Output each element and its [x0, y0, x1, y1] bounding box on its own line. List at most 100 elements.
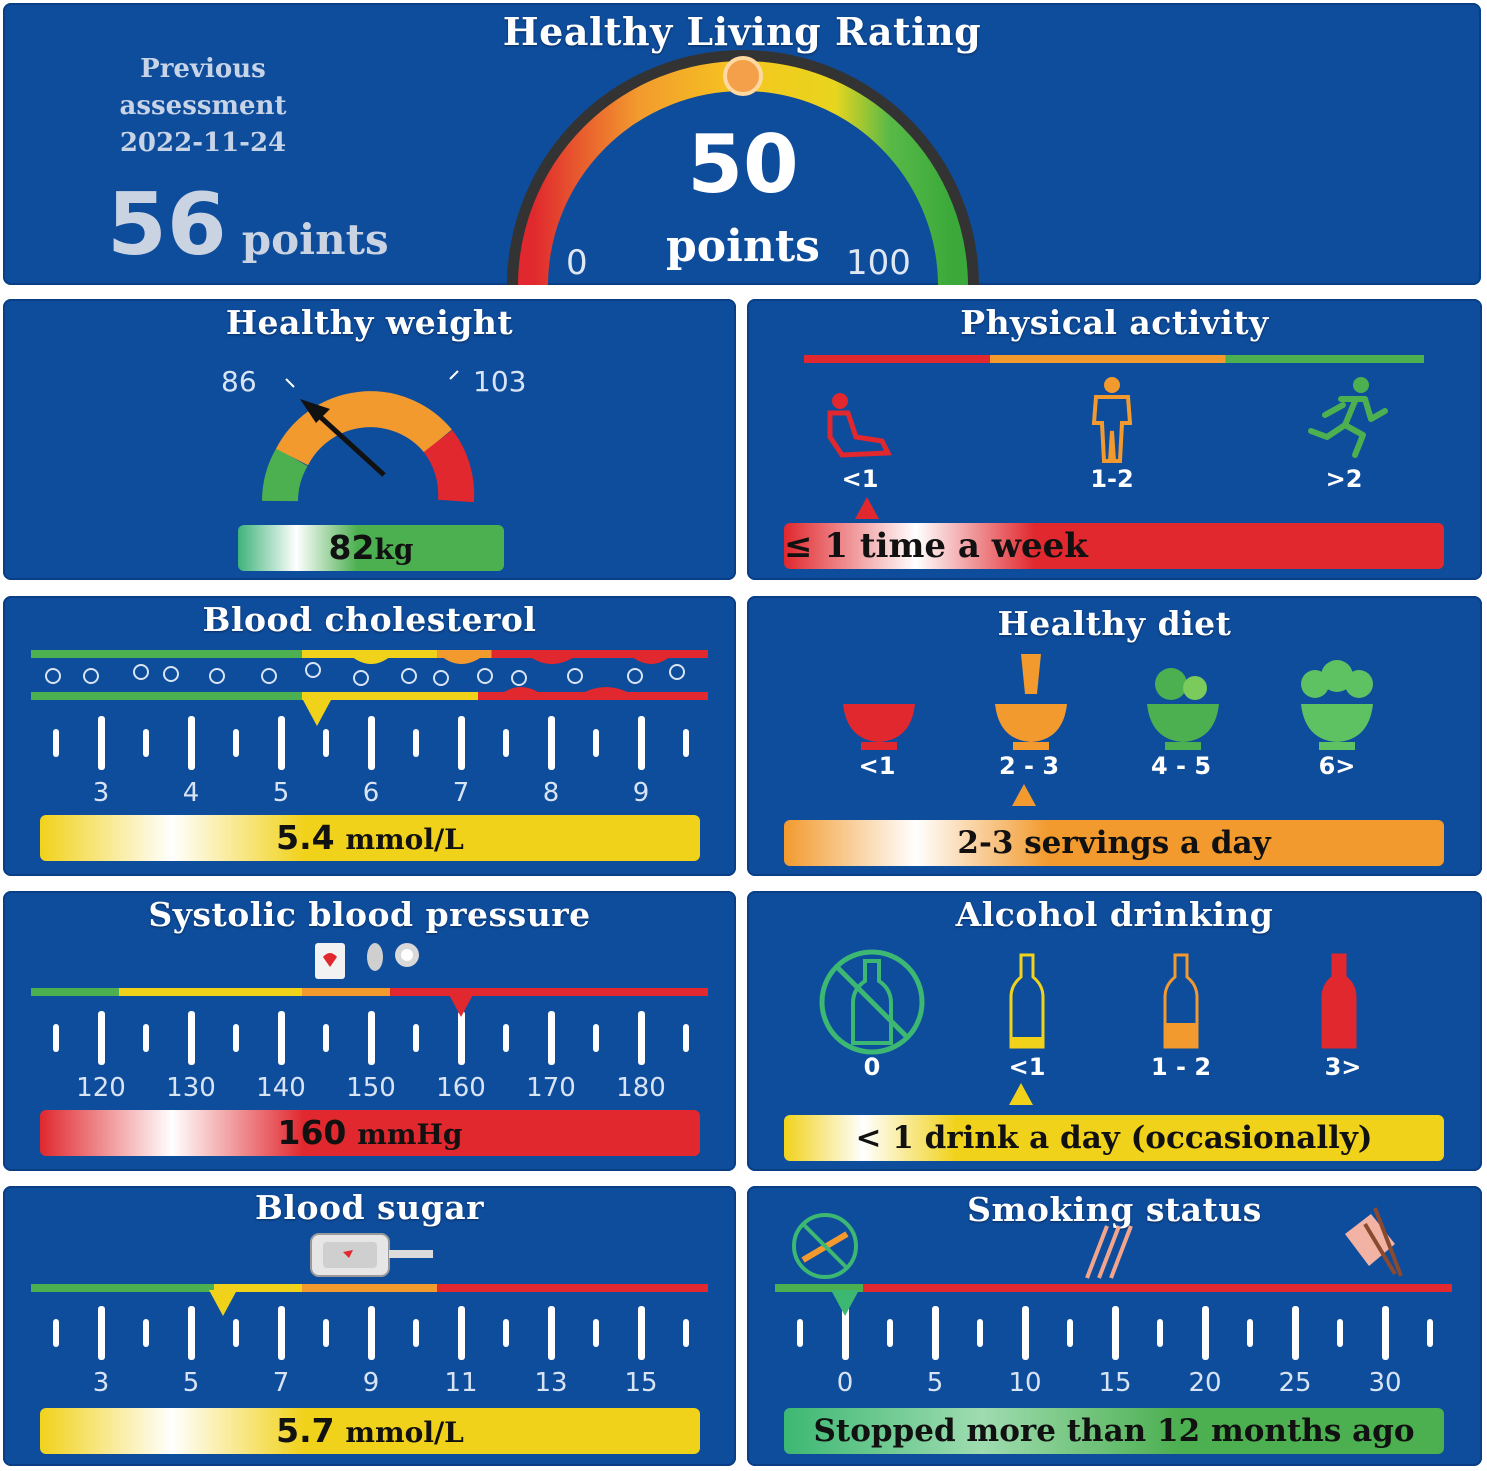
blood-sugar-value-bar: 5.7 mmol/L [40, 1408, 700, 1454]
blood-cholesterol-title: Blood cholesterol [202, 600, 537, 639]
activity-scale [804, 355, 1424, 363]
tick-label: 0 [836, 1368, 854, 1398]
minor-tick [413, 1319, 419, 1347]
bottle-full-icon [1321, 953, 1357, 1049]
diet-marker [1012, 784, 1036, 806]
minor-tick [593, 1319, 599, 1347]
gauge-min-label: 0 [566, 243, 588, 283]
tick-label: 25 [1278, 1368, 1312, 1398]
major-tick [97, 716, 105, 770]
overall-score-gauge [507, 50, 979, 285]
major-tick [637, 1306, 645, 1360]
tick-label: 6 [362, 778, 380, 808]
major-tick [1111, 1306, 1119, 1360]
minor-tick [413, 1024, 419, 1052]
alcohol-panel: Alcohol drinking 0 <1 1 - 2 3> < 1 drink… [747, 891, 1482, 1171]
blood-sugar-title: Blood sugar [255, 1188, 484, 1227]
alcohol-title: Alcohol drinking [955, 895, 1274, 934]
tick-label: 3 [92, 1368, 110, 1398]
running-person-icon [1308, 377, 1388, 458]
previous-points-unit: points [241, 215, 389, 264]
smoking-panel: Smoking status 0 5 10 15 20 25 30 Stopped more… [747, 1186, 1482, 1466]
minor-tick [53, 1319, 59, 1347]
major-tick [637, 716, 645, 770]
physical-activity-panel: Physical activity <1 1-2 >2 ≤ 1 time a w… [747, 299, 1482, 580]
previous-label-line2: assessment [119, 91, 287, 121]
alcohol-result-bar: < 1 drink a day (occasionally) [784, 1115, 1444, 1161]
minor-tick [143, 729, 149, 757]
minor-tick [797, 1319, 803, 1347]
tick-label: 8 [542, 778, 560, 808]
minor-tick [1337, 1319, 1343, 1347]
minor-tick [323, 1319, 329, 1347]
tick-label: 15 [624, 1368, 658, 1398]
minor-tick [1067, 1319, 1073, 1347]
diet-level-less-than-1: <1 [858, 752, 896, 780]
blood-sugar-panel: Blood sugar 3 5 7 9 11 13 15 5.7 mmol/L [3, 1186, 736, 1466]
minor-tick [1157, 1319, 1163, 1347]
tick-label: 150 [346, 1073, 396, 1103]
alcohol-level-3-plus: 3> [1324, 1053, 1362, 1081]
major-tick [547, 716, 555, 770]
blood-sugar-unit: mmol/L [345, 1416, 464, 1449]
weight-needle [300, 399, 386, 477]
standing-person-icon [1091, 377, 1133, 463]
major-tick [367, 1306, 375, 1360]
diet-result: 2-3 servings a day [957, 825, 1271, 861]
tick-label: 7 [452, 778, 470, 808]
activity-level-1-2: 1-2 [1090, 465, 1134, 493]
tick-label: 160 [436, 1073, 486, 1103]
alcohol-level-0: 0 [863, 1053, 881, 1081]
weight-value-bar: 82kg [238, 525, 504, 571]
diet-level-2-3: 2 - 3 [998, 752, 1060, 780]
major-tick [547, 1011, 555, 1065]
blood-sugar-track [31, 1284, 708, 1292]
tick-label: 5 [926, 1368, 944, 1398]
major-tick [187, 1011, 195, 1065]
blood-pressure-value-bar: 160 mmHg [40, 1110, 700, 1156]
minor-tick [503, 1319, 509, 1347]
alcohol-level-less-than-1: <1 [1008, 1053, 1046, 1081]
healthy-weight-panel: Healthy weight 86 103 82kg [3, 299, 736, 580]
cholesterol-scale: 3 4 5 6 7 8 9 [3, 716, 736, 826]
blood-pressure-title: Systolic blood pressure [148, 895, 591, 934]
minor-tick [413, 729, 419, 757]
tick-label: 13 [534, 1368, 568, 1398]
minor-tick [53, 729, 59, 757]
blood-sugar-scale: 3 5 7 9 11 13 15 [3, 1306, 736, 1416]
bowl-full-icon [1301, 660, 1373, 750]
minor-tick [143, 1319, 149, 1347]
cholesterol-marker [303, 700, 331, 726]
bottle-medium-icon [1163, 953, 1199, 1049]
diet-level-4-5: 4 - 5 [1150, 752, 1212, 780]
page-title: Healthy Living Rating [502, 9, 982, 54]
major-tick [457, 716, 465, 770]
weight-range-low: 86 [221, 365, 257, 398]
activity-level-less-than-1: <1 [841, 465, 879, 493]
alcohol-result: < 1 drink a day (occasionally) [855, 1120, 1373, 1156]
major-tick [277, 1011, 285, 1065]
minor-tick [323, 1024, 329, 1052]
minor-tick [593, 1024, 599, 1052]
score-indicator-dot [723, 56, 763, 96]
minor-tick [53, 1024, 59, 1052]
blood-cholesterol-panel: Blood cholesterol 3 4 5 6 7 8 9 5.4 mmol/L [3, 596, 736, 876]
major-tick [277, 1306, 285, 1360]
blood-pressure-value: 160 [277, 1113, 347, 1152]
smoking-scale: 0 5 10 15 20 25 30 [747, 1306, 1482, 1416]
major-tick [97, 1306, 105, 1360]
smoking-marker [831, 1290, 859, 1316]
major-tick [637, 1011, 645, 1065]
smoking-result-bar: Stopped more than 12 months ago [784, 1408, 1444, 1454]
blood-sugar-marker [208, 1290, 237, 1316]
glucose-meter-icon [310, 1233, 433, 1277]
bowl-medium-icon [1147, 668, 1219, 750]
tick-label: 30 [1368, 1368, 1402, 1398]
major-tick [367, 1011, 375, 1065]
tick-label: 130 [166, 1073, 216, 1103]
healthy-weight-title: Healthy weight [225, 303, 514, 342]
minor-tick [593, 729, 599, 757]
minor-tick [143, 1024, 149, 1052]
weight-value: 82 [328, 528, 375, 567]
tick-label: 9 [632, 778, 650, 808]
